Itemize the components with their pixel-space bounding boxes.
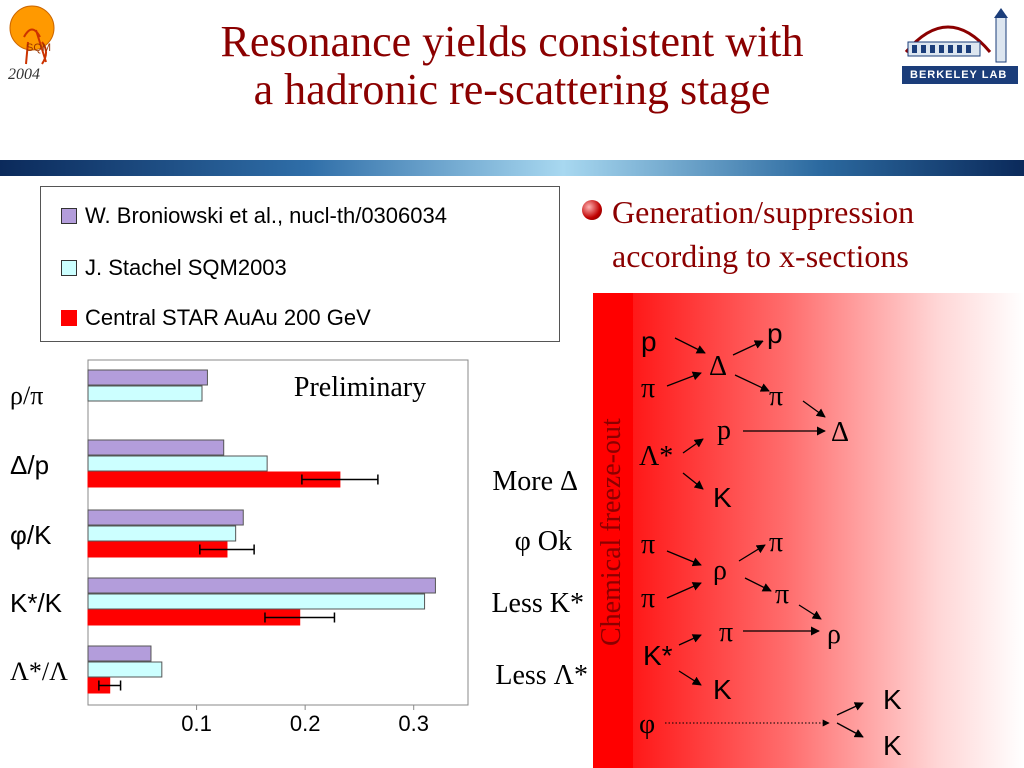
bullet-icon: [582, 200, 602, 220]
bar: [87, 661, 163, 678]
label-k-star: K*: [643, 640, 673, 671]
arrow: [666, 582, 702, 599]
legend-item-stachel: J. Stachel SQM2003: [61, 255, 287, 281]
label-pi: π: [775, 579, 789, 610]
arrow: [734, 374, 770, 392]
label-delta: Δ: [831, 417, 849, 448]
building-icon: [902, 8, 1018, 84]
title-line-2: a hadronic re-scattering stage: [253, 65, 771, 114]
label-k: K: [713, 674, 732, 705]
freeze-out-bar: [593, 293, 633, 768]
vertical-label: Chemical freeze-out: [596, 418, 627, 646]
category-label: ρ/π: [10, 381, 43, 410]
category-label: K*/K: [10, 588, 63, 618]
arrow: [674, 337, 706, 354]
chemical-freeze-out-label: Chemical freeze-out: [596, 418, 627, 646]
arrow: [738, 544, 766, 562]
label-rho: ρ: [827, 619, 841, 650]
legend-label: J. Stachel SQM2003: [85, 255, 287, 280]
berkeley-lab-logo: BERKELEY LAB: [898, 6, 1022, 88]
sun-icon: [9, 5, 55, 65]
arrow: [744, 577, 772, 592]
legend-swatch: [61, 260, 77, 276]
category-label: Δ/p: [10, 450, 49, 480]
label-phi: φ: [639, 709, 655, 740]
label-p: p: [641, 326, 657, 357]
bar: [87, 439, 225, 456]
label-pi: π: [641, 583, 655, 614]
bar: [87, 577, 436, 594]
bullet-text: Generation/suppression according to x-se…: [612, 190, 1012, 278]
label-k: K: [883, 684, 902, 715]
logo-mark: SQM: [26, 42, 52, 54]
category-label: Λ*/Λ: [10, 657, 68, 686]
label-rho: ρ: [713, 555, 727, 586]
bar: [87, 593, 426, 610]
arrow: [836, 722, 864, 738]
right-note: φ Ok: [515, 526, 572, 557]
arrow: [798, 604, 822, 620]
logo-text: BERKELEY LAB: [910, 69, 1008, 81]
label-pi: π: [719, 617, 733, 648]
right-note: More Δ: [492, 466, 578, 497]
label-k: K: [713, 482, 732, 513]
label-pi: π: [769, 527, 783, 558]
legend-item-star: Central STAR AuAu 200 GeV: [61, 305, 371, 331]
bullet-line-1: Generation/suppression: [612, 194, 915, 230]
reaction-diagram: p p Δ π π p Δ Λ* K π π ρ π π K* π ρ K φ …: [639, 318, 902, 761]
chart-legend: W. Broniowski et al., nucl-th/0306034 J.…: [40, 186, 560, 342]
label-pi: π: [641, 373, 655, 404]
bar: [87, 525, 237, 542]
legend-swatch: [61, 310, 77, 326]
arrow: [666, 371, 702, 387]
bullet-line-2: according to x-sections: [612, 238, 909, 274]
bar: [87, 455, 268, 472]
arrow: [682, 472, 704, 490]
arrow: [666, 550, 702, 567]
category-label: φ/K: [10, 520, 52, 550]
logo-year: 2004: [8, 66, 40, 83]
freeze-out-panel: [593, 293, 1024, 768]
legend-swatch: [61, 208, 77, 224]
label-p: p: [717, 415, 731, 446]
x-tick-label: 0.1: [181, 711, 212, 736]
label-delta: Δ: [709, 351, 727, 382]
arrow: [732, 340, 764, 356]
legend-item-broniowski: W. Broniowski et al., nucl-th/0306034: [61, 203, 447, 229]
bar: [87, 385, 203, 402]
arrow: [802, 400, 826, 418]
bar-chart: ρ/π Δ/p φ/K K*/K Λ*/Λ 0.1 0.2 0.3 More Δ φ Ok Le…: [10, 359, 588, 736]
arrow: [682, 438, 704, 454]
label-pi: π: [769, 381, 783, 412]
right-note: Less K*: [491, 588, 584, 619]
chart-annotation: Preliminary: [294, 372, 426, 403]
label-lambda-star: Λ*: [639, 441, 673, 472]
arrow: [678, 670, 702, 686]
page-title: Resonance yields consistent with a hadro…: [0, 18, 1024, 114]
label-p: p: [767, 318, 783, 349]
bar: [87, 369, 208, 386]
bar: [87, 645, 152, 662]
label-pi: π: [641, 529, 655, 560]
arrow: [678, 634, 702, 646]
x-tick-label: 0.2: [290, 711, 321, 736]
legend-label: W. Broniowski et al., nucl-th/0306034: [85, 203, 447, 228]
label-k: K: [883, 730, 902, 761]
legend-label: Central STAR AuAu 200 GeV: [85, 305, 371, 330]
sun-conference-logo: 2004 SQM: [2, 2, 82, 92]
bar: [87, 509, 244, 526]
header-stripe: [0, 160, 1024, 176]
title-line-1: Resonance yields consistent with: [220, 17, 804, 66]
right-note: Less Λ*: [495, 660, 588, 691]
x-tick-label: 0.3: [398, 711, 429, 736]
arrow: [836, 702, 864, 716]
